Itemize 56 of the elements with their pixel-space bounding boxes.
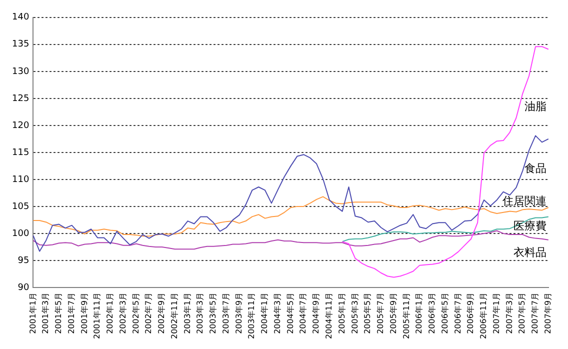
x-tick-label: 2001年9月 xyxy=(80,292,89,334)
y-tick-label: 95 xyxy=(18,256,30,266)
x-tick-label: 2006年11月 xyxy=(479,292,488,340)
y-tick-label: 130 xyxy=(12,66,30,77)
x-tick-label: 2003年11月 xyxy=(247,292,256,340)
series-label: 油脂 xyxy=(524,100,546,114)
x-tick-label: 2002年1月 xyxy=(106,292,115,334)
x-tick-label: 2001年7月 xyxy=(66,292,76,334)
x-tick-label: 2002年7月 xyxy=(144,292,154,334)
x-tick-label: 2003年3月 xyxy=(196,292,205,334)
y-tick-label: 90 xyxy=(18,282,30,293)
x-tick-label: 2004年7月 xyxy=(298,292,308,334)
x-tick-label: 2006年3月 xyxy=(428,292,437,334)
x-tick-label: 2001年3月 xyxy=(41,292,50,334)
x-tick-label: 2003年7月 xyxy=(221,292,230,334)
x-tick-label: 2007年7月 xyxy=(530,292,540,334)
x-tick-label: 2004年5月 xyxy=(286,292,295,334)
y-tick-label: 100 xyxy=(12,228,30,239)
x-tick-label: 2003年9月 xyxy=(234,292,244,334)
x-tick-label: 2004年11月 xyxy=(324,292,334,340)
x-tick-label: 2005年5月 xyxy=(363,292,372,334)
x-tick-label: 2002年3月 xyxy=(118,292,128,334)
x-tick-label: 2001年1月 xyxy=(28,292,38,334)
y-tick-label: 135 xyxy=(12,40,30,50)
x-tick-label: 2005年3月 xyxy=(350,292,360,334)
y-tick-label: 140 xyxy=(12,12,30,23)
x-tick-label: 2005年7月 xyxy=(376,292,386,334)
x-tick-label: 2002年5月 xyxy=(131,292,140,334)
x-tick-label: 2007年1月 xyxy=(492,292,501,334)
x-tick-label: 2006年5月 xyxy=(440,292,450,334)
x-tick-label: 2004年1月 xyxy=(260,292,270,334)
x-tick-label: 2007年5月 xyxy=(518,292,527,334)
y-tick-label: 120 xyxy=(12,120,30,131)
y-tick-label: 110 xyxy=(12,174,30,185)
x-tick-label: 2005年1月 xyxy=(337,292,346,334)
x-tick-label: 2006年9月 xyxy=(466,292,476,334)
series-label: 衣料品 xyxy=(513,246,546,259)
x-tick-label: 2003年1月 xyxy=(182,292,192,334)
series-label: 食品 xyxy=(524,162,546,175)
x-tick-label: 2006年1月 xyxy=(414,292,424,334)
x-tick-label: 2002年11月 xyxy=(170,292,179,340)
series-label: 住居関連 xyxy=(502,194,546,208)
x-tick-label: 2007年3月 xyxy=(504,292,514,334)
x-tick-label: 2004年3月 xyxy=(272,292,282,334)
y-tick-label: 115 xyxy=(12,148,30,158)
x-tick-label: 2002年9月 xyxy=(157,292,166,334)
x-tick-label: 2006年7月 xyxy=(453,292,462,334)
x-tick-label: 2001年11月 xyxy=(92,292,102,340)
x-tick-label: 2005年11月 xyxy=(402,292,411,340)
x-tick-label: 2007年9月 xyxy=(543,292,552,334)
x-tick-label: 2004年9月 xyxy=(312,292,321,334)
y-tick-label: 125 xyxy=(12,94,30,104)
x-tick-label: 2005年9月 xyxy=(388,292,398,334)
x-tick-label: 2003年5月 xyxy=(208,292,218,334)
x-tick-label: 2001年5月 xyxy=(54,292,64,334)
y-tick-label: 105 xyxy=(12,202,30,212)
